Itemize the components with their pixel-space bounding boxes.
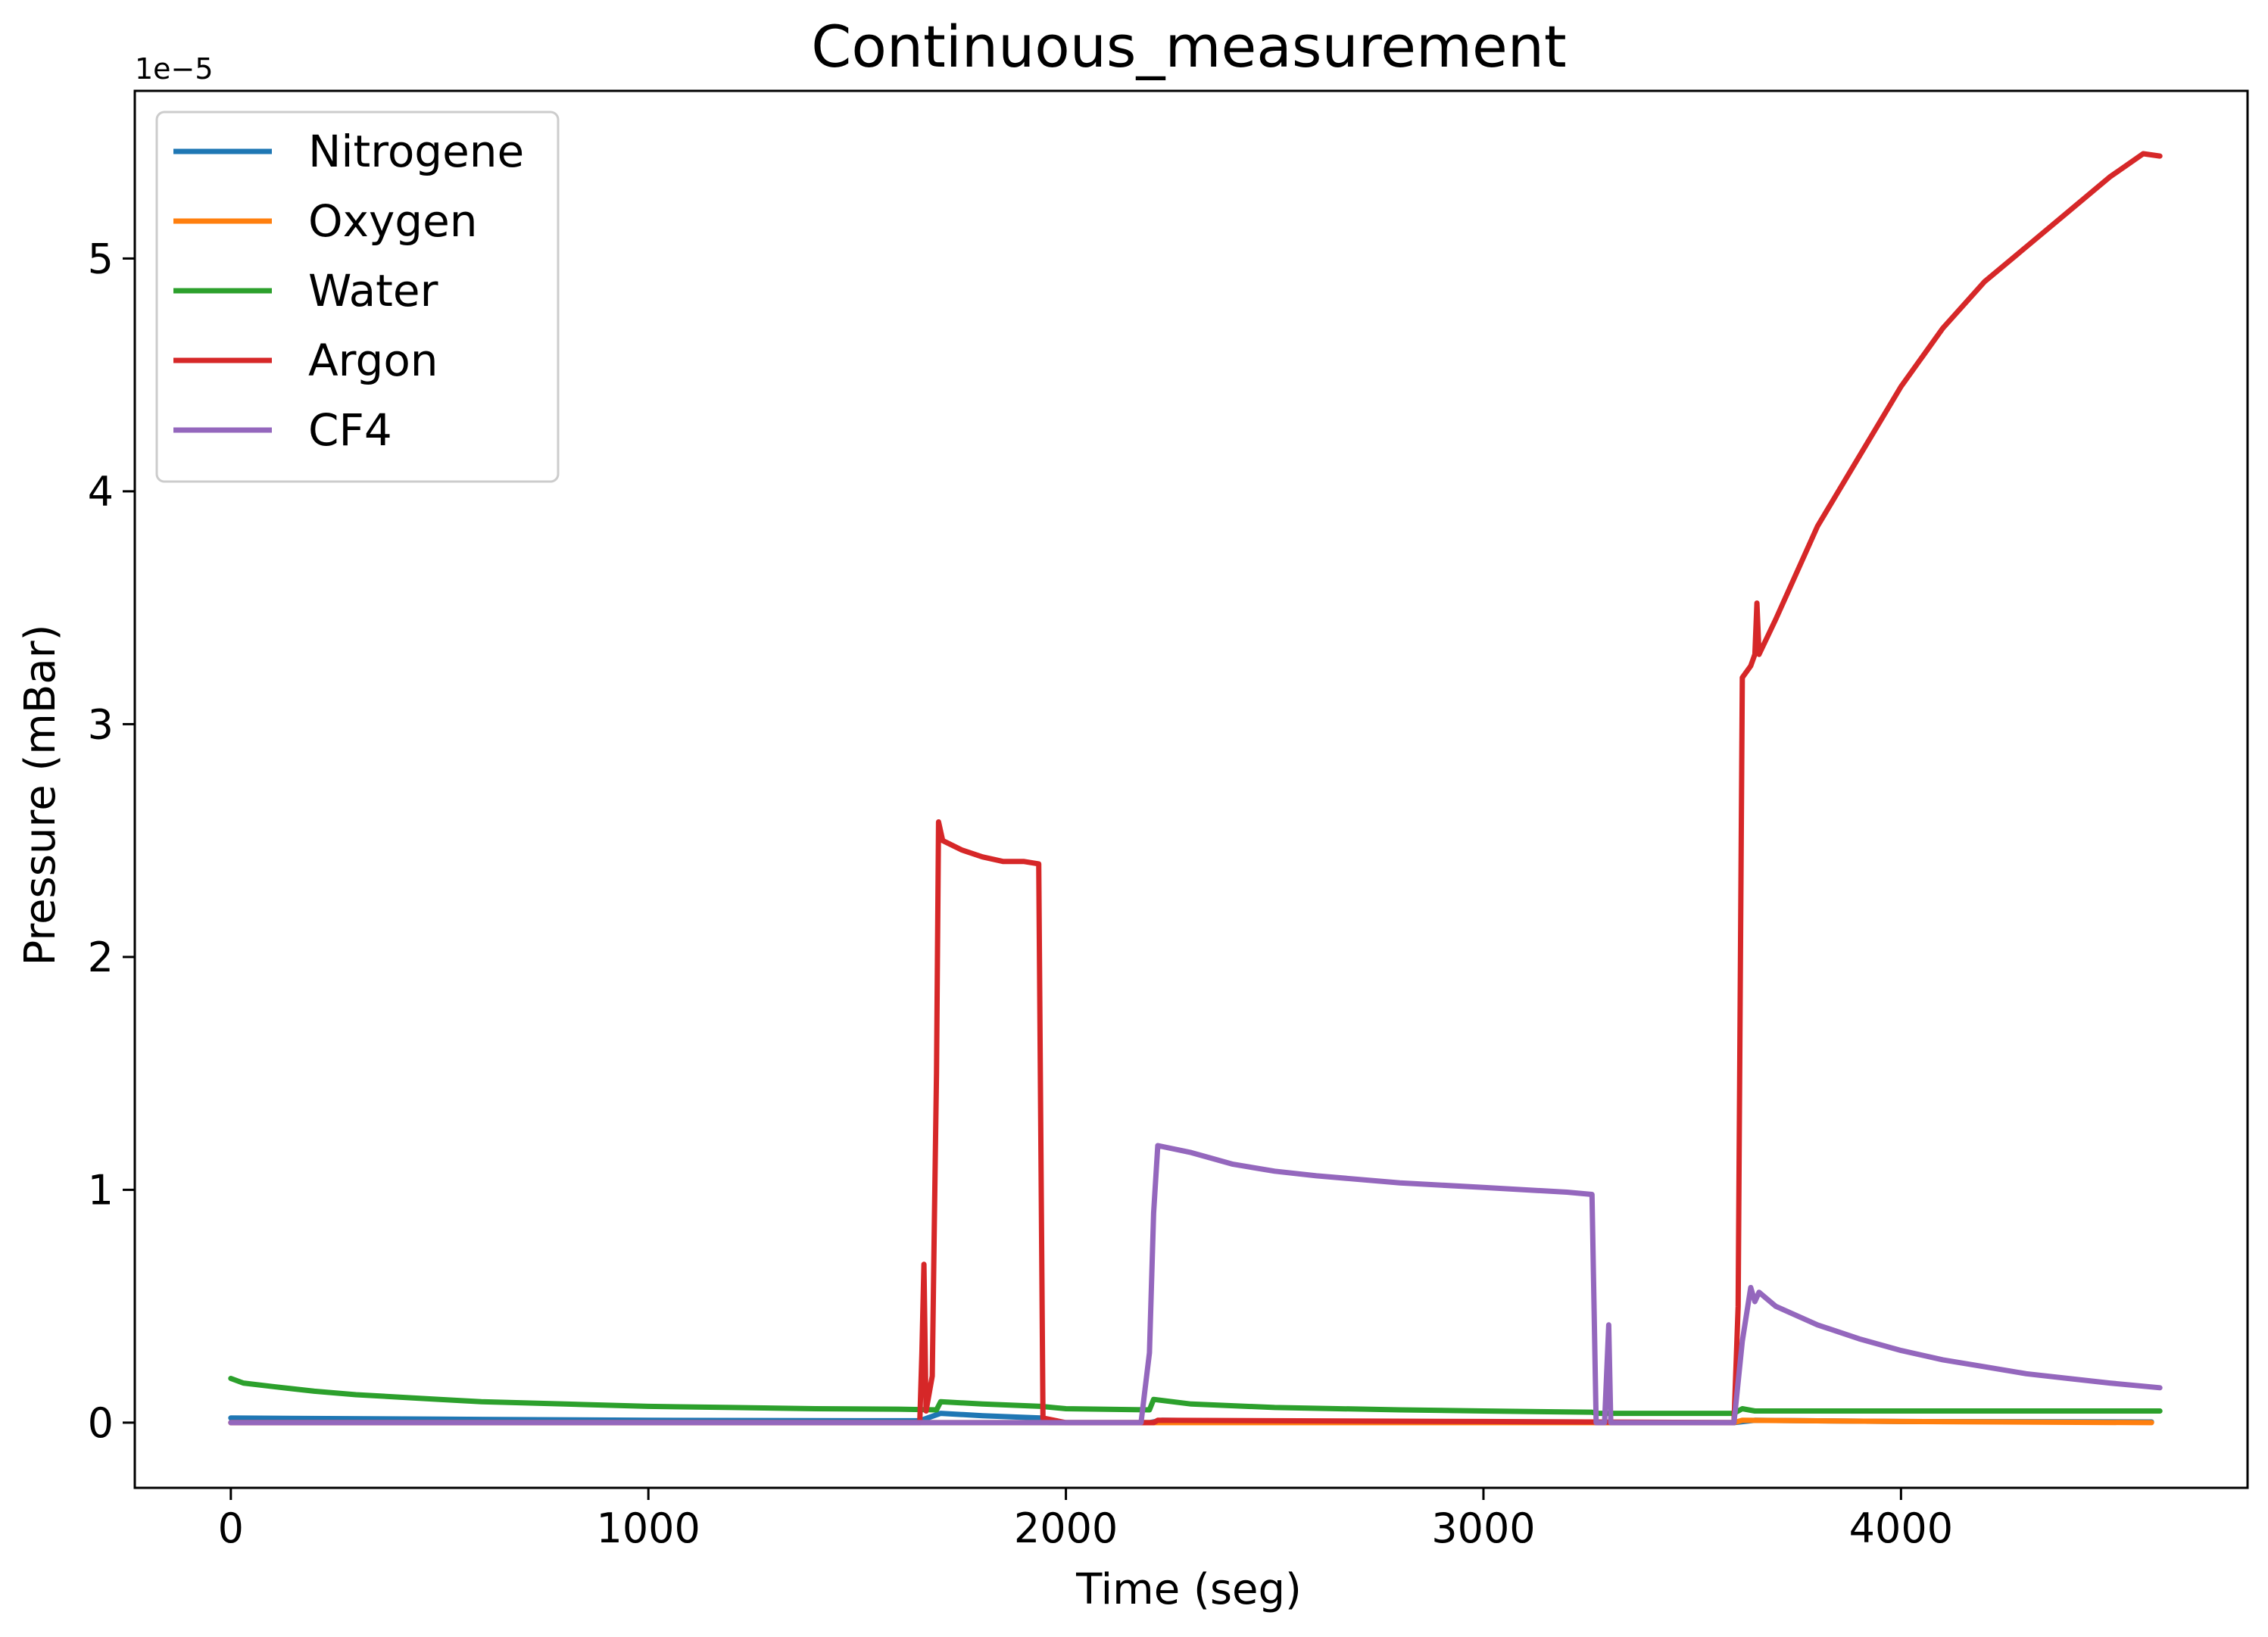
y-tick-label: 0 [88, 1399, 114, 1447]
x-tick-label: 1000 [596, 1504, 700, 1552]
legend-entry: CF4 [308, 404, 392, 456]
y-axis-label: Pressure (mBar) [16, 625, 65, 966]
series-line-cf4 [228, 1143, 2163, 1426]
y-tick-label: 2 [88, 934, 114, 981]
x-tick-label: 4000 [1849, 1504, 1953, 1552]
y-axis: 0 1 2 3 4 5 [88, 235, 135, 1447]
series-line-water [228, 1376, 2163, 1417]
y-offset-label: 1e−5 [135, 52, 214, 86]
legend-entry: Nitrogene [308, 126, 524, 177]
legend-entry: Oxygen [308, 195, 478, 247]
legend-box [155, 111, 560, 483]
legend-entry: Argon [308, 335, 438, 386]
x-tick-label: 2000 [1014, 1504, 1118, 1552]
y-tick-label: 4 [88, 468, 114, 516]
y-tick-label: 3 [88, 700, 114, 748]
y-tick-label: 1 [88, 1166, 114, 1214]
y-tick-label: 5 [88, 235, 114, 282]
series-line-argon [228, 151, 2163, 1426]
legend-entry: Water [308, 265, 438, 316]
plot-frame [133, 89, 2249, 1489]
x-tick-label: 0 [218, 1504, 244, 1552]
x-axis-label: Time (seg) [1075, 1565, 1302, 1614]
legend: Nitrogene Oxygen Water Argon CF4 [155, 111, 560, 483]
x-tick-label: 3000 [1431, 1504, 1535, 1552]
series-layer [228, 151, 2163, 1426]
x-axis: 0 1000 2000 3000 4000 [218, 1488, 1953, 1552]
chart-title: Continuous_measurement [811, 13, 1566, 80]
